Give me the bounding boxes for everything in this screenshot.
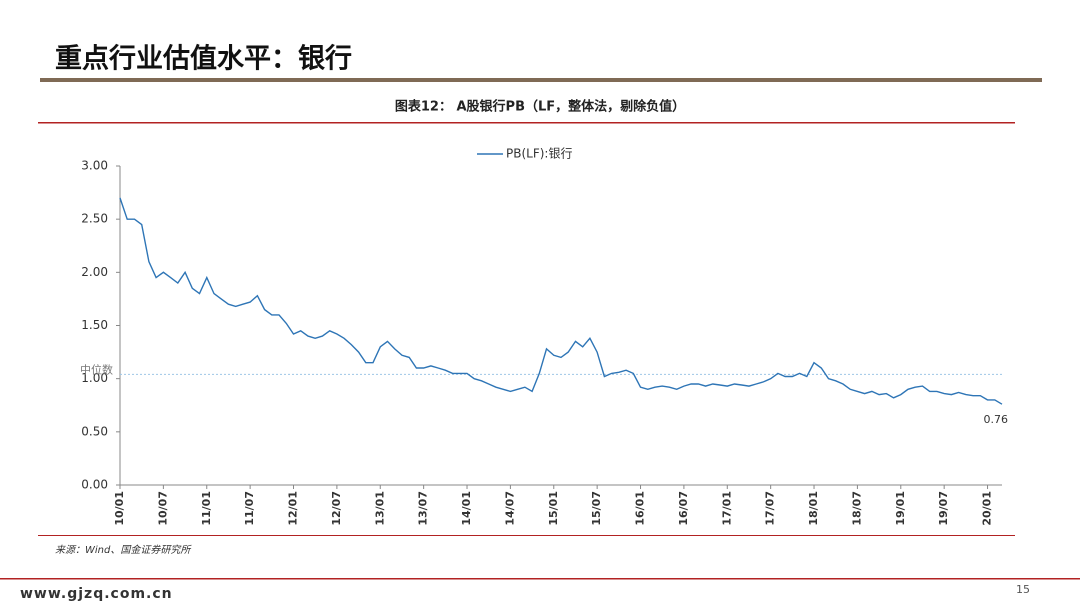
caption-rule (38, 122, 1015, 124)
footer-rule (0, 578, 1080, 580)
x-tick-label: 14/07 (503, 491, 516, 526)
x-tick-label: 15/01 (547, 491, 560, 526)
end-label: 0.76 (984, 413, 1009, 426)
series-line (119, 197, 1003, 405)
x-tick-label: 16/07 (677, 491, 690, 526)
y-tick-label: 0.00 (81, 478, 108, 492)
y-tick-label: 0.50 (81, 424, 108, 438)
x-tick-label: 15/07 (590, 491, 603, 526)
x-tick-label: 11/07 (243, 491, 256, 526)
x-tick-label: 19/07 (937, 491, 950, 526)
slide-title: 重点行业估值水平：银行 (55, 43, 352, 75)
chart-caption: 图表12： A股银行PB（LF，整体法，剔除负值） (395, 99, 685, 115)
y-tick-label: 1.50 (81, 318, 108, 332)
y-tick-label: 3.00 (81, 159, 108, 173)
y-tick-label: 2.00 (81, 265, 108, 279)
y-tick-label: 1.00 (81, 371, 108, 385)
x-tick-label: 14/01 (460, 491, 473, 526)
x-tick-label: 18/07 (850, 491, 863, 526)
footer-url: www.gjzq.com.cn (20, 586, 173, 602)
x-tick-label: 10/01 (113, 491, 126, 526)
page-number: 15 (1016, 583, 1030, 596)
x-tick-label: 11/01 (200, 491, 213, 526)
x-tick-label: 13/07 (417, 491, 430, 526)
x-tick-label: 12/07 (330, 491, 343, 526)
y-tick-label: 2.50 (81, 212, 108, 226)
x-tick-label: 18/01 (807, 491, 820, 526)
source-rule (38, 535, 1015, 536)
source: 来源：Wind、国金证券研究所 (55, 544, 192, 556)
x-tick-label: 10/07 (156, 491, 169, 526)
x-tick-label: 12/01 (287, 491, 300, 526)
x-tick-label: 17/07 (764, 491, 777, 526)
x-tick-label: 16/01 (634, 491, 647, 526)
x-tick-label: 17/01 (720, 491, 733, 526)
x-tick-label: 13/01 (373, 491, 386, 526)
x-tick-label: 20/01 (981, 491, 994, 526)
legend-label: PB(LF):银行 (506, 147, 572, 161)
median-label: 中位数 (80, 362, 113, 376)
x-tick-label: 19/01 (894, 491, 907, 526)
title-rule (40, 78, 1042, 82)
